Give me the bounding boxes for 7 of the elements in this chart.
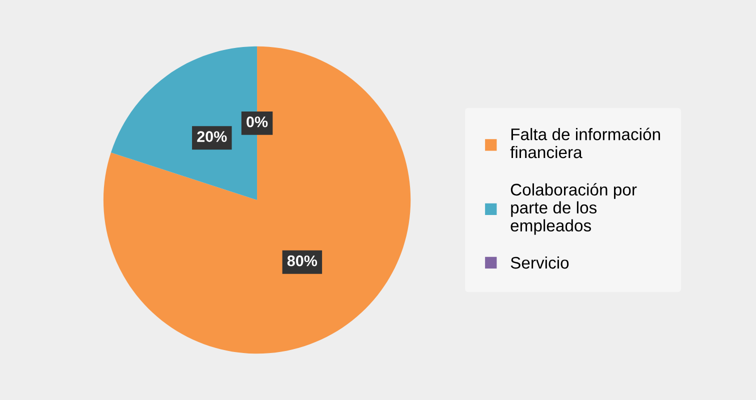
legend-label: Colaboración por parte de los empleados	[510, 183, 637, 235]
text: 0%	[246, 116, 268, 128]
legend-label: Servicio	[510, 256, 569, 269]
pie-slice	[103, 46, 411, 354]
data-label: 20%	[197, 131, 227, 142]
legend-label: Falta de información financiera	[510, 128, 660, 158]
data-label: 80%	[287, 255, 318, 266]
